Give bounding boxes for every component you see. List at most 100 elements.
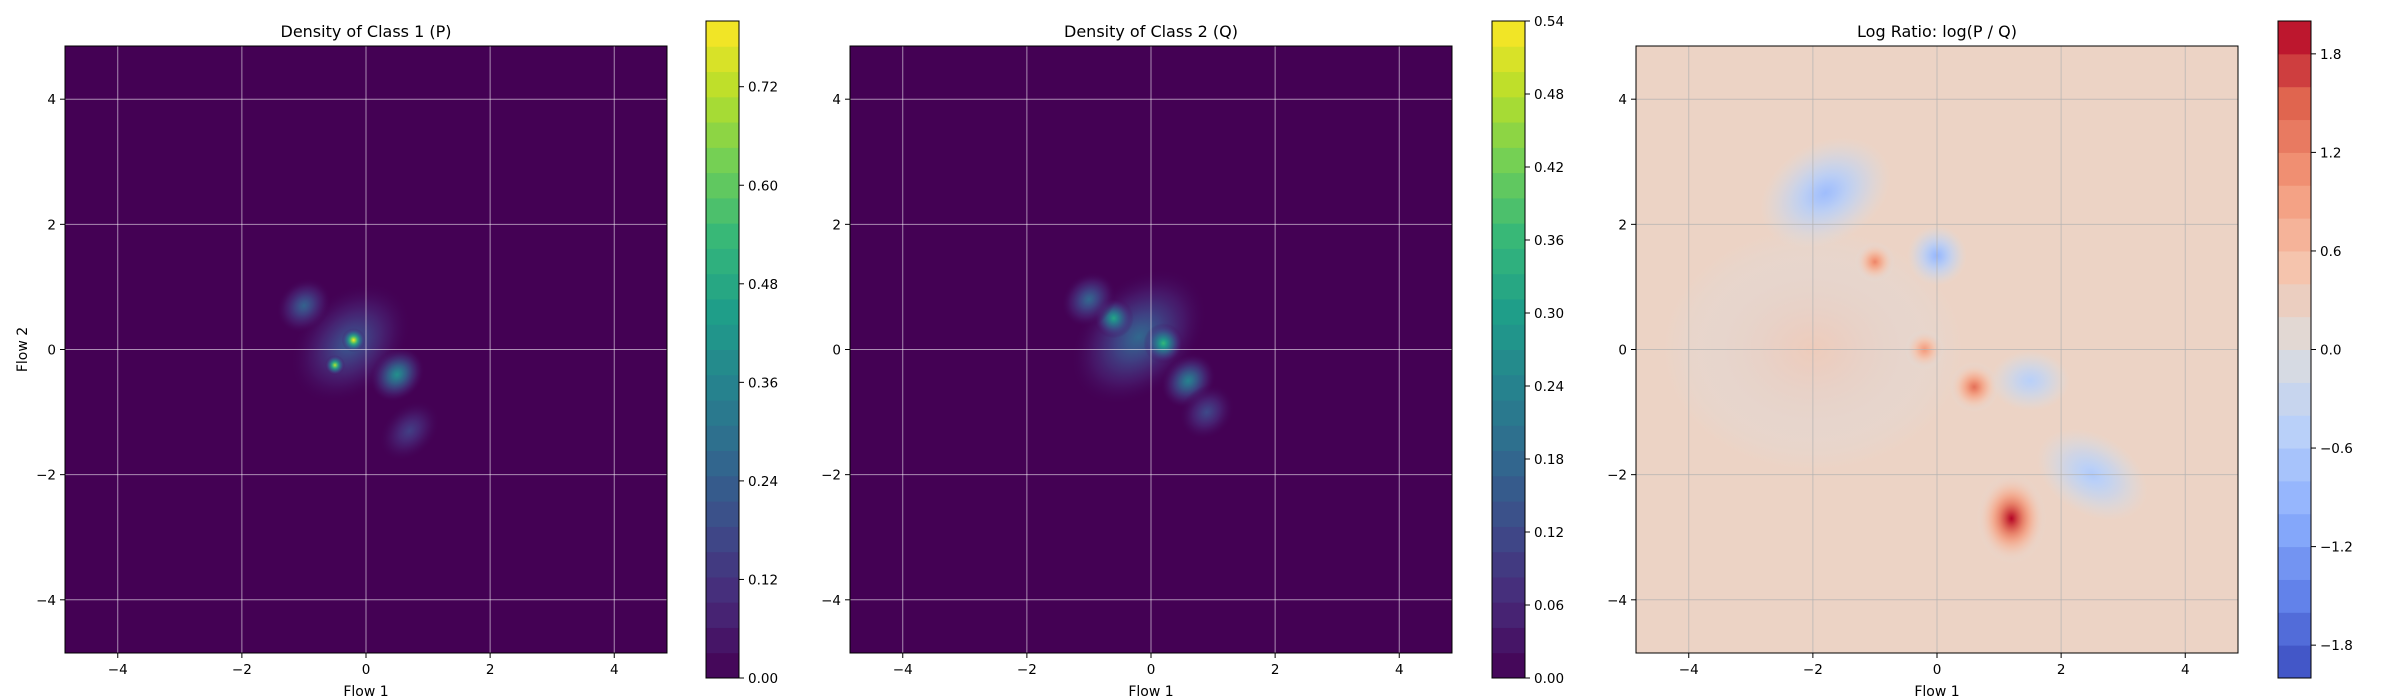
colorbar-tick-label: 0.00 (1534, 671, 1564, 687)
colorbar-level (1492, 450, 1525, 477)
y-tick-label: 2 (47, 217, 56, 233)
colorbar-tick-label: −1.2 (2320, 540, 2353, 556)
colorbar-level (706, 298, 739, 325)
colorbar-level (1492, 652, 1525, 679)
x-tick-label: −4 (108, 662, 128, 678)
colorbar-level (1492, 46, 1525, 73)
colorbar-level (706, 551, 739, 578)
colorbar-level (1492, 627, 1525, 654)
density-blob (1855, 241, 1895, 282)
density-blob (276, 278, 332, 334)
colorbar-level (2278, 579, 2311, 613)
colorbar-level (706, 602, 739, 628)
colorbar: 0.00 0.06 0.12 0.18 0.24 0.30 0.36 0.42 0.48 0.54 (1491, 14, 1564, 687)
colorbar-level (2278, 480, 2311, 515)
colorbar-level (2278, 152, 2311, 186)
colorbar-level (1492, 197, 1525, 224)
colorbar-level (706, 425, 739, 452)
density-field (276, 278, 440, 462)
colorbar-tick-label: 0.00 (748, 671, 778, 687)
y-tick-label: 4 (47, 92, 56, 108)
panel-3: −4 −2 0 2 4 −4 −2 0 2 4 Log Ratio: log(P / Q) Flow … (1607, 20, 2353, 700)
colorbar-level (1492, 576, 1525, 603)
colorbar-level (2278, 86, 2311, 121)
colorbar-level (2278, 645, 2311, 679)
y-tick-label: 0 (47, 343, 56, 359)
colorbar-level (706, 248, 739, 275)
colorbar-level (706, 627, 739, 654)
density-blob (1949, 362, 2000, 413)
colorbar-tick-label: −0.6 (2320, 441, 2353, 457)
density-blob (1143, 323, 1184, 364)
colorbar-level (1492, 96, 1525, 123)
colorbar-level (706, 223, 739, 249)
colorbar-level (706, 576, 739, 603)
x-tick-label: −4 (893, 662, 913, 678)
colorbar-tick-label: 0.12 (1534, 525, 1564, 541)
density-blob (1990, 350, 2070, 411)
colorbar-level (706, 21, 739, 47)
colorbar-level (706, 501, 739, 527)
colorbar-level (2278, 415, 2311, 449)
x-tick-label: −4 (1679, 662, 1699, 678)
density-blob (1179, 384, 1235, 440)
colorbar-level (706, 147, 739, 174)
y-tick-label: −4 (821, 593, 841, 609)
colorbar-level (706, 96, 739, 123)
colorbar-level (1492, 172, 1525, 199)
x-tick-label: 2 (1271, 662, 1280, 678)
colorbar-level (706, 273, 739, 300)
panel-2: −4 −2 0 2 4 −4 −2 0 2 4 Density of Class 2 (Q) Flow… (821, 14, 1564, 700)
colorbar-tick-label: 0.72 (748, 80, 778, 96)
density-blob (341, 328, 366, 353)
y-tick-label: −4 (1607, 593, 1627, 609)
colorbar-level (2278, 185, 2311, 219)
chart-title: Log Ratio: log(P / Q) (1857, 22, 2017, 41)
colorbar-frame (705, 20, 740, 679)
colorbar-level (2278, 218, 2311, 252)
colorbar-level (706, 324, 739, 350)
colorbar-level (1492, 349, 1525, 376)
y-tick-label: −4 (36, 593, 56, 609)
density-blob (1976, 473, 2047, 564)
colorbar-level (706, 374, 739, 401)
x-tick-label: 0 (1933, 662, 1942, 678)
colorbar-level (1492, 374, 1525, 401)
y-tick-label: 2 (1618, 217, 1627, 233)
x-tick-label: −2 (1803, 662, 1823, 678)
colorbar-level (706, 475, 739, 502)
colorbar-level (2278, 448, 2311, 482)
colorbar-level (1492, 21, 1525, 47)
density-field (1061, 268, 1235, 440)
colorbar-level (2278, 349, 2311, 383)
colorbar-level (1492, 475, 1525, 502)
colorbar-level (1492, 526, 1525, 553)
density-blob (379, 400, 440, 462)
x-tick-label: 2 (486, 662, 495, 678)
y-tick-label: 0 (832, 343, 841, 359)
colorbar-level (2278, 612, 2311, 646)
x-tick-label: −2 (232, 662, 252, 678)
x-tick-label: −2 (1017, 662, 1037, 678)
colorbar-tick-label: 0.60 (748, 178, 778, 194)
colorbar-level (2278, 546, 2311, 580)
colorbar-level (2278, 119, 2311, 153)
colorbar: −1.8 −1.2 −0.6 0.0 0.6 1.2 1.8 (2277, 20, 2353, 679)
x-tick-label: 4 (610, 662, 619, 678)
colorbar-tick-label: 0.54 (1534, 14, 1564, 30)
colorbar-level (706, 46, 739, 73)
colorbar-tick-label: 0.48 (748, 277, 778, 293)
colorbar-level (2278, 513, 2311, 548)
colorbar-tick-label: 0.24 (1534, 379, 1564, 395)
colorbar-level (706, 526, 739, 553)
colorbar-level (2278, 382, 2311, 416)
colorbar-tick-label: 0.24 (748, 474, 778, 490)
y-tick-label: 4 (1618, 92, 1627, 108)
density-blob (369, 347, 425, 403)
colorbar-level (706, 172, 739, 199)
y-tick-label: −2 (821, 468, 841, 484)
x-axis-label: Flow 1 (1128, 684, 1173, 700)
colorbar-level (1492, 273, 1525, 300)
density-blob (1061, 271, 1117, 327)
colorbar-level (2278, 316, 2311, 350)
